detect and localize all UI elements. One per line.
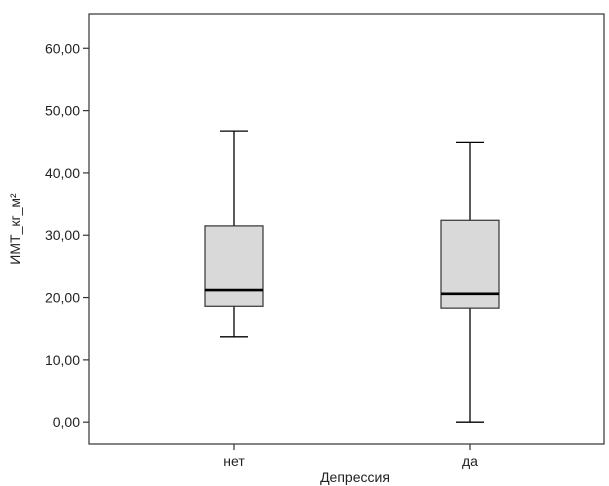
y-tick-label: 10,00 [45, 352, 80, 368]
boxes-layer [204, 130, 500, 423]
y-tick-label: 30,00 [45, 227, 80, 243]
x-tick-label: нет [223, 453, 245, 469]
y-tick-label: 0,00 [53, 414, 80, 430]
y-axis-title: ИМТ_кг_м² [7, 193, 23, 265]
x-axis: нет да [223, 444, 478, 469]
box-group [204, 130, 264, 338]
x-axis-title: Депрессия [320, 469, 390, 485]
y-tick-label: 50,00 [45, 103, 80, 119]
y-tick-label: 20,00 [45, 290, 80, 306]
x-tick-label: да [462, 453, 478, 469]
iqr-box [204, 225, 264, 307]
box-group [440, 141, 500, 423]
y-tick-label: 60,00 [45, 40, 80, 56]
plot-frame [88, 13, 605, 445]
y-axis: 0,00 10,00 20,00 30,00 40,00 50,00 60,00 [45, 40, 89, 430]
y-tick-label: 40,00 [45, 165, 80, 181]
